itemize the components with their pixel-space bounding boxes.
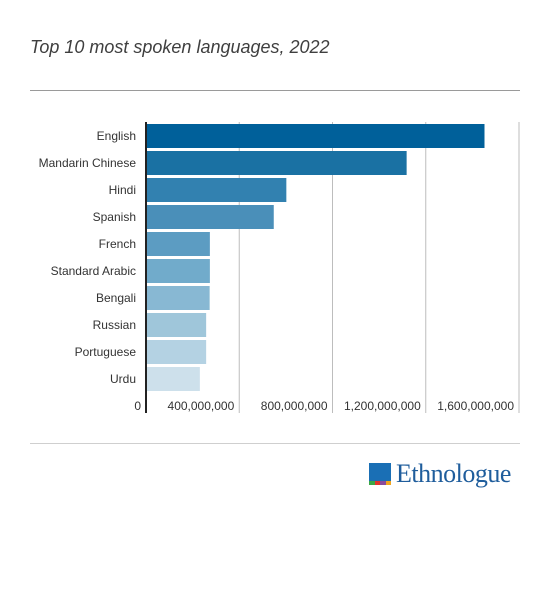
bar-mandarin-chinese [146,151,407,175]
bar-urdu [146,367,200,391]
category-label: Spanish [93,210,136,224]
bar-spanish [146,205,274,229]
category-label: French [99,237,136,251]
category-labels: English Mandarin Chinese Hindi Spanish Frenc… [39,129,137,386]
bar-chart: English Mandarin Chinese Hindi Spanish Frenc… [39,122,520,413]
category-label: English [97,129,136,143]
bar-french [146,232,210,256]
title-divider [30,90,520,91]
category-label: Hindi [109,183,136,197]
bar-bengali [146,286,210,310]
x-tick-label: 400,000,000 [168,399,235,413]
bar-russian [146,313,207,337]
chart-title: Top 10 most spoken languages, 2022 [30,37,330,57]
x-axis-tick-labels: 0 400,000,000 800,000,000 1,200,000,000 1,60… [134,399,514,413]
ethnologue-logo-icon [369,463,391,485]
footer-divider [30,443,520,444]
category-label: Mandarin Chinese [39,156,137,170]
bar-english [146,124,485,148]
category-label: Bengali [96,291,136,305]
x-tick-label: 800,000,000 [261,399,328,413]
bars [146,124,485,391]
category-label: Standard Arabic [51,264,136,278]
x-tick-label: 1,600,000,000 [437,399,514,413]
category-label: Russian [93,318,136,332]
x-tick-label: 1,200,000,000 [344,399,421,413]
category-label: Urdu [110,372,136,386]
category-label: Portuguese [75,345,137,359]
ethnologue-logo: Ethnologue [369,460,511,488]
bar-hindi [146,178,287,202]
x-tick-label: 0 [134,399,141,413]
bar-portuguese [146,340,207,364]
bar-standard-arabic [146,259,210,283]
logo-text: Ethnologue [396,459,511,488]
